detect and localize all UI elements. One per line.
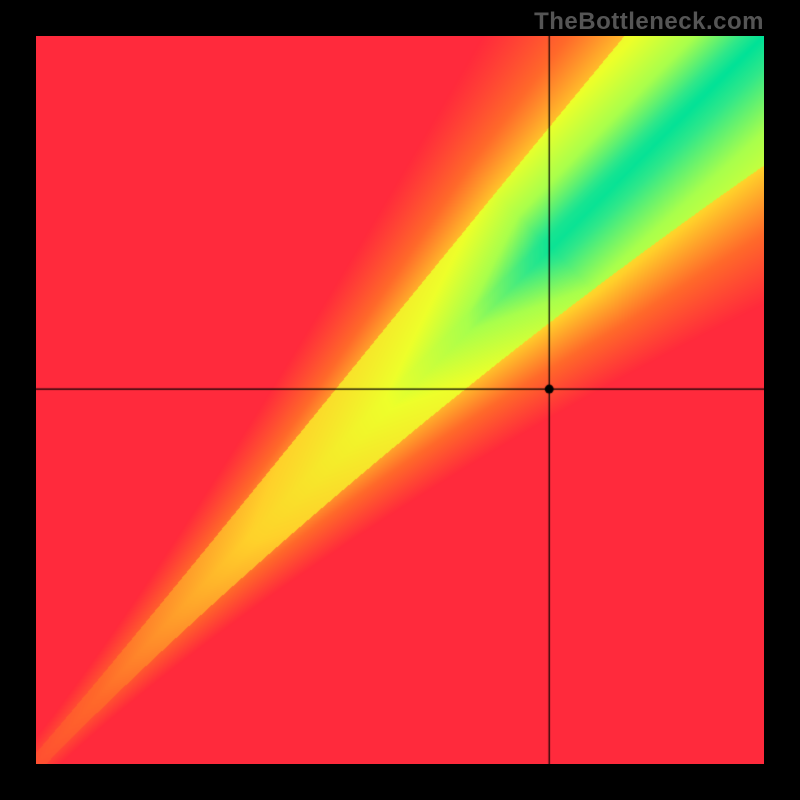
chart-container: TheBottleneck.com [0,0,800,800]
watermark-text: TheBottleneck.com [534,8,764,36]
bottleneck-heatmap [36,36,764,764]
